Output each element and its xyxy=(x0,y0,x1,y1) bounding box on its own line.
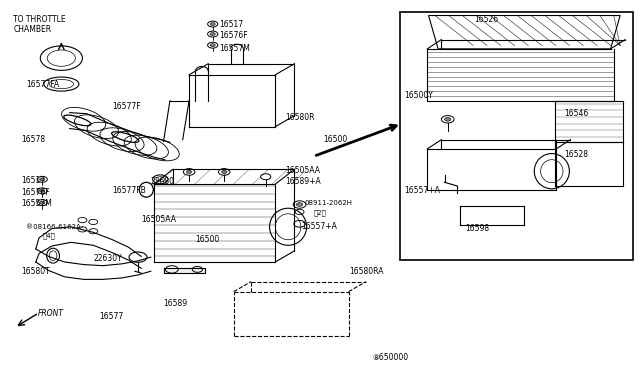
Polygon shape xyxy=(164,267,205,273)
Text: ®08166-6162A-: ®08166-6162A- xyxy=(26,224,83,230)
Text: 4）: 4） xyxy=(42,233,55,239)
Circle shape xyxy=(40,178,45,181)
Text: 16505AA: 16505AA xyxy=(141,215,176,224)
Circle shape xyxy=(210,33,215,36)
Text: 22680: 22680 xyxy=(151,177,175,186)
Text: 16576F: 16576F xyxy=(219,31,248,41)
Text: 16577FB: 16577FB xyxy=(113,186,146,195)
Text: 16500: 16500 xyxy=(195,235,220,244)
Text: 16557+A: 16557+A xyxy=(404,186,440,195)
Text: 16598: 16598 xyxy=(466,224,490,233)
Text: 16546: 16546 xyxy=(564,109,588,118)
Text: 08911-2062H: 08911-2062H xyxy=(304,200,352,206)
Text: 16580T: 16580T xyxy=(21,267,50,276)
Circle shape xyxy=(445,118,451,121)
Text: 16517: 16517 xyxy=(219,20,243,29)
Text: 16580R: 16580R xyxy=(285,113,314,122)
Polygon shape xyxy=(429,16,620,49)
Text: ⑧650000: ⑧650000 xyxy=(372,353,408,362)
Text: TO THROTTLE
CHAMBER: TO THROTTLE CHAMBER xyxy=(13,15,66,35)
Circle shape xyxy=(210,23,215,26)
Text: 16557M: 16557M xyxy=(21,199,52,208)
Text: 16589: 16589 xyxy=(164,299,188,308)
Circle shape xyxy=(221,170,227,173)
Text: 16557+A: 16557+A xyxy=(301,221,337,231)
Text: 16577FA: 16577FA xyxy=(26,80,60,89)
Circle shape xyxy=(40,189,45,192)
Text: 16577F: 16577F xyxy=(113,102,141,111)
Text: 16526: 16526 xyxy=(474,16,499,25)
Text: 16517: 16517 xyxy=(21,176,45,185)
Circle shape xyxy=(210,44,215,46)
Circle shape xyxy=(186,170,191,173)
Text: 16589+A: 16589+A xyxy=(285,177,321,186)
Circle shape xyxy=(296,203,303,206)
Text: FRONT: FRONT xyxy=(38,310,64,318)
Text: 16557M: 16557M xyxy=(219,44,250,52)
Text: 16577: 16577 xyxy=(100,312,124,321)
Bar xyxy=(400,12,633,260)
Circle shape xyxy=(40,201,45,204)
Text: （2）: （2） xyxy=(314,209,326,216)
Text: 16505AA: 16505AA xyxy=(285,166,320,175)
Text: 16500Y: 16500Y xyxy=(404,91,433,100)
Text: 16580RA: 16580RA xyxy=(349,267,383,276)
Text: 16528: 16528 xyxy=(564,150,588,159)
Text: 16576F: 16576F xyxy=(21,188,50,197)
Text: 16578: 16578 xyxy=(21,135,45,144)
Text: 16500: 16500 xyxy=(323,135,348,144)
Text: 22630Y: 22630Y xyxy=(93,254,122,263)
